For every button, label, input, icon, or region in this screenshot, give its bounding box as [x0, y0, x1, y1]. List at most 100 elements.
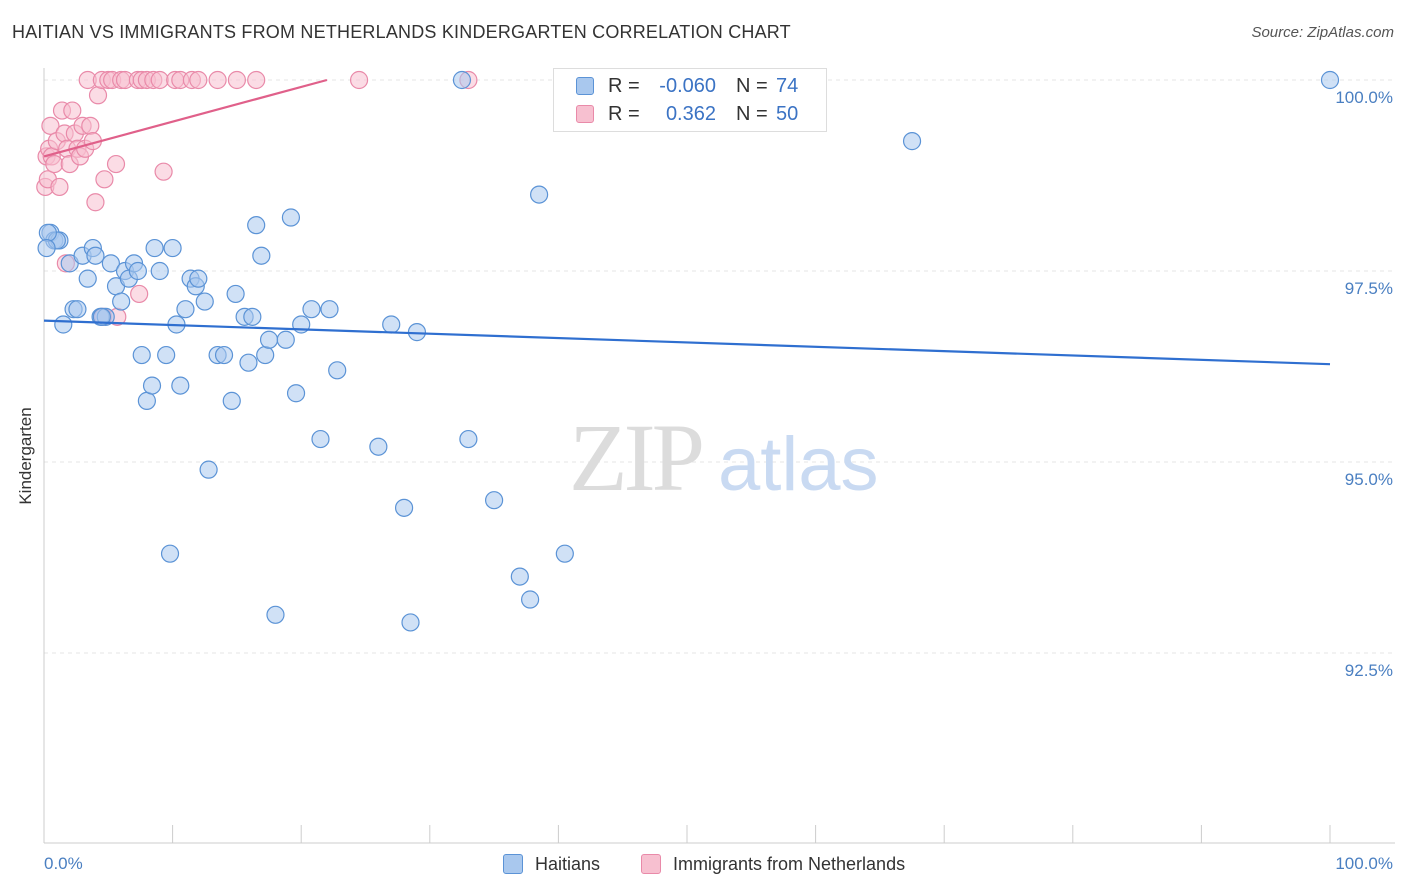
netherlands-trend-line: [43, 78, 328, 158]
haitian-point: [38, 223, 57, 242]
haitian-point: [226, 284, 245, 304]
netherlands-point: [189, 70, 208, 90]
haitian-point: [68, 300, 87, 319]
legend-r-label: R =: [608, 102, 640, 125]
haitian-point: [259, 330, 279, 349]
netherlands-point: [95, 170, 114, 189]
haitian-point: [401, 613, 420, 632]
haitian-point: [394, 498, 414, 517]
haitian-point: [276, 330, 295, 349]
haitian-point: [189, 269, 208, 288]
netherlands-point: [86, 193, 105, 212]
trend-lines: [43, 78, 1331, 366]
haitian-point: [86, 246, 105, 265]
haitian-point: [485, 491, 504, 510]
haitian-point: [142, 376, 162, 395]
haitian-point: [266, 605, 285, 624]
haitian-point: [195, 292, 214, 311]
haitian-point: [78, 269, 97, 288]
bottom-legend-label: Haitians: [535, 853, 601, 874]
haitian-point: [281, 208, 301, 227]
haitian-point: [320, 300, 339, 319]
haitian-point: [510, 567, 529, 586]
netherlands-point: [81, 116, 100, 135]
haitian-point: [150, 261, 169, 281]
haitian-point: [311, 429, 330, 449]
y-tick-label: 97.5%: [1345, 279, 1393, 298]
haitian-point: [132, 345, 151, 365]
y-tick-label: 92.5%: [1345, 661, 1393, 680]
haitian-point: [459, 429, 478, 449]
haitian-point: [252, 246, 271, 265]
bottom-legend-haitians[interactable]: Haitians: [503, 852, 600, 876]
haitian-point: [37, 238, 56, 258]
bottom-legend-netherlands[interactable]: Immigrants from Netherlands: [641, 852, 905, 876]
legend-n-label: N =: [736, 74, 768, 97]
netherlands-point: [45, 154, 64, 174]
netherlands-point: [41, 116, 60, 135]
bottom-legend-swatch-pink: [641, 854, 661, 874]
haitian-point: [530, 185, 549, 204]
haitian-point: [157, 345, 176, 365]
haitian-point: [369, 437, 388, 456]
watermark-atlas: atlas: [718, 422, 879, 507]
bottom-legend-label: Immigrants from Netherlands: [673, 853, 906, 874]
haitian-point: [328, 361, 347, 380]
netherlands-point: [154, 162, 173, 181]
haitian-point: [54, 315, 73, 334]
legend-swatch-pink: [576, 105, 594, 123]
legend-r-value: 0.362: [665, 102, 716, 125]
haitian-point: [171, 376, 190, 395]
haitian-trend-line: [43, 319, 1331, 366]
haitian-point: [1320, 70, 1340, 90]
legend-n-label: N =: [736, 102, 768, 125]
haitian-point: [163, 238, 182, 258]
legend-swatch-blue: [576, 77, 594, 95]
netherlands-point: [130, 284, 149, 304]
axis-layer: [43, 68, 1395, 844]
haitian-point: [214, 345, 234, 365]
y-tick-label: 95.0%: [1345, 470, 1393, 489]
netherlands-point: [63, 101, 82, 120]
series-immigrants-from-netherlands: [36, 70, 478, 326]
haitian-point: [101, 254, 120, 273]
netherlands-point: [208, 70, 227, 90]
legend-n-value: 50: [776, 102, 799, 125]
haitian-point: [137, 391, 156, 410]
haitian-point: [452, 70, 472, 90]
haitian-point: [555, 544, 574, 563]
y-axis-label: Kindergarten: [16, 407, 35, 505]
series-haitians: [37, 70, 1340, 632]
legend-row-netherlands: R = 0.362 N = 50: [576, 101, 816, 127]
netherlands-point: [227, 70, 246, 90]
chart-title: HAITIAN VS IMMIGRANTS FROM NETHERLANDS K…: [12, 22, 791, 42]
netherlands-point: [349, 70, 369, 90]
source-label: Source: ZipAtlas.com: [1251, 24, 1394, 41]
haitian-point: [145, 238, 164, 258]
haitian-point: [302, 300, 321, 319]
haitian-point: [176, 300, 195, 319]
haitian-point: [382, 315, 401, 334]
tick-labels: 92.5% 95.0% 97.5% 100.0% 0.0% 100.0%: [44, 88, 1393, 873]
haitian-point: [128, 261, 147, 281]
x-tick-label: 0.0%: [44, 854, 83, 873]
haitian-point: [247, 216, 266, 235]
netherlands-point: [247, 70, 266, 90]
correlation-legend: R = -0.060 N = 74 R = 0.362 N = 50: [553, 68, 827, 132]
haitian-point: [243, 307, 262, 326]
y-tick-label: 100.0%: [1335, 88, 1393, 107]
netherlands-point: [50, 177, 69, 197]
haitian-point: [256, 345, 275, 365]
netherlands-point: [150, 70, 169, 90]
haitian-point: [160, 544, 180, 563]
haitian-point: [286, 384, 306, 403]
haitian-point: [199, 460, 218, 479]
netherlands-point: [106, 154, 126, 174]
haitian-point: [92, 307, 111, 326]
haitian-point: [521, 590, 540, 609]
legend-r-value: -0.060: [659, 74, 716, 97]
legend-n-value: 74: [776, 74, 799, 97]
haitian-point: [239, 353, 258, 372]
watermark-zip: ZIP: [569, 404, 702, 511]
x-tick-label: 100.0%: [1335, 854, 1393, 873]
